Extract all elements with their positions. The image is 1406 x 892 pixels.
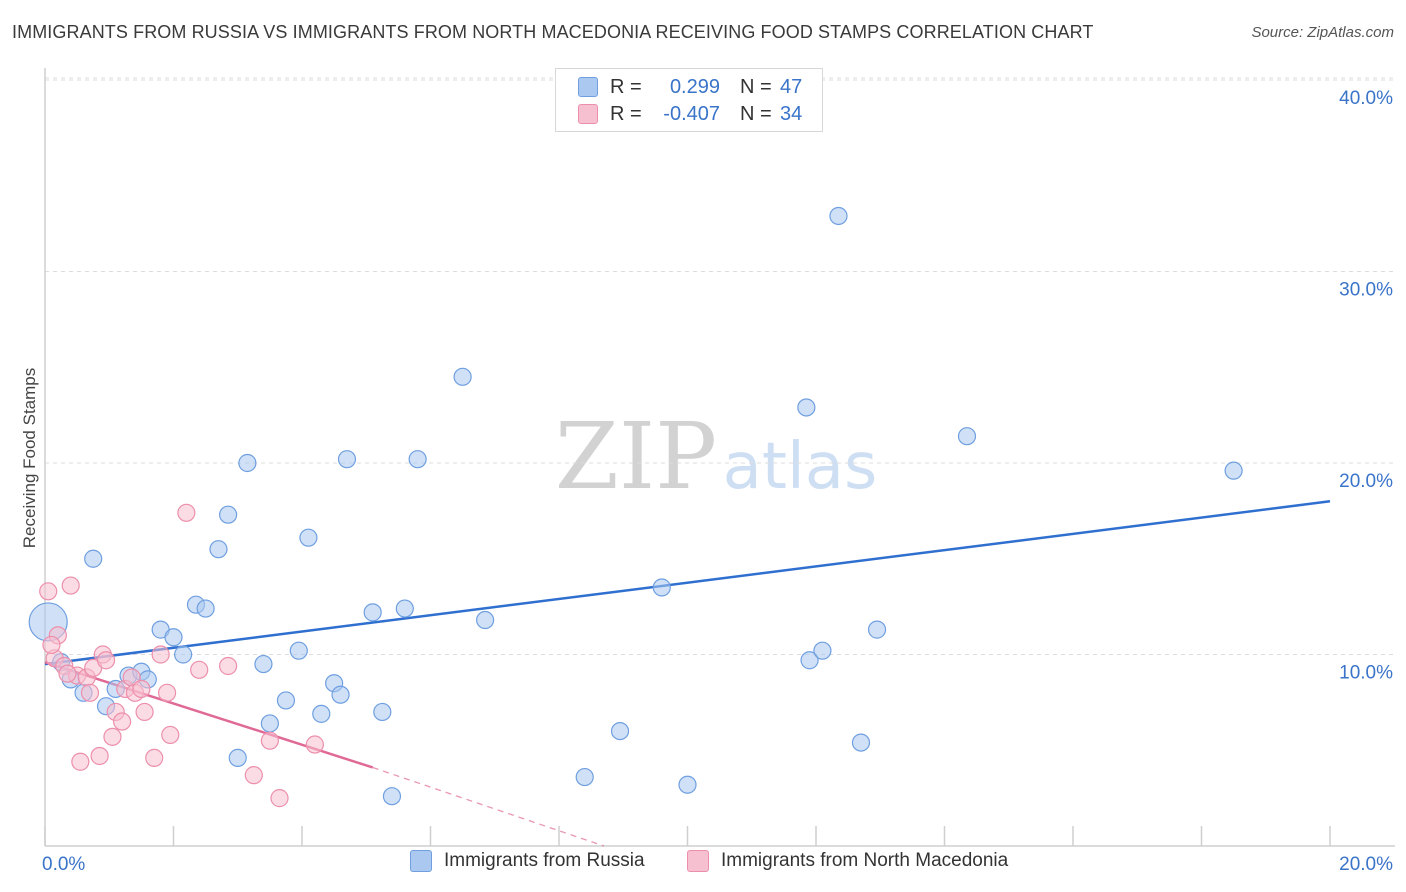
russia-point (174, 645, 193, 664)
russia-point (363, 603, 382, 622)
russia-point (575, 767, 594, 787)
north-macedonia-point (151, 645, 170, 664)
legend-row-russia: R = 0.299 N = 47 (578, 74, 802, 100)
north-macedonia-swatch (578, 104, 598, 124)
north-macedonia-point (145, 748, 164, 768)
russia-point (312, 704, 331, 723)
legend-item-north-macedonia[interactable]: Immigrants from North Macedonia (687, 850, 1008, 872)
russia-point (1224, 461, 1243, 480)
north-macedonia-point (71, 752, 90, 771)
north-macedonia-point (103, 727, 122, 746)
legend-label: Immigrants from North Macedonia (721, 850, 1009, 871)
north-macedonia-point (112, 712, 132, 731)
russia-point (337, 450, 357, 469)
russia-point (260, 714, 279, 733)
russia-point (219, 505, 238, 524)
russia-point (453, 367, 472, 386)
russia-point (299, 528, 318, 547)
x-tick-label: 20.0% (1339, 854, 1393, 875)
north-macedonia-point (96, 651, 116, 670)
r-label: R = (610, 75, 642, 98)
north-macedonia-point (244, 766, 263, 785)
north-macedonia-point (90, 746, 109, 766)
russia-point (254, 654, 273, 674)
north-macedonia-point (157, 683, 177, 702)
north-macedonia-point (177, 503, 196, 522)
russia-point (652, 578, 671, 597)
n-label: N = (740, 75, 772, 98)
legend-label: Immigrants from Russia (444, 850, 645, 871)
north-macedonia-point (219, 656, 238, 676)
n-value: 34 (780, 102, 803, 125)
north-macedonia-point (305, 735, 324, 754)
russia-point (373, 702, 392, 722)
north-macedonia-point (135, 702, 154, 722)
north-macedonia-point (132, 679, 151, 699)
russia-point (957, 427, 977, 446)
russia-swatch (578, 77, 598, 97)
x-tick-label: 0.0% (42, 854, 85, 875)
north-macedonia-point (260, 731, 279, 750)
y-tick-label: 30.0% (1339, 280, 1393, 301)
north-macedonia-point (61, 576, 80, 595)
y-tick-label: 40.0% (1339, 88, 1393, 109)
r-value: 0.299 (669, 75, 720, 98)
russia-point (867, 620, 887, 639)
legend-row-north-macedonia: R = -0.407 N = 34 (578, 101, 802, 127)
watermark-zip: ZIP (555, 403, 717, 510)
r-value: -0.407 (663, 102, 720, 125)
north-macedonia-point (39, 582, 58, 601)
y-tick-label: 10.0% (1339, 663, 1393, 684)
n-label: N = (740, 102, 772, 125)
north-macedonia-point (42, 635, 61, 655)
north-macedonia-point (270, 789, 289, 808)
russia-point (382, 787, 402, 806)
n-value: 47 (780, 75, 803, 98)
russia-trendline (44, 500, 1331, 666)
correlation-legend: R = 0.299 N = 47 R = -0.407 N = 34 (555, 68, 823, 132)
russia-point (164, 628, 183, 647)
r-label: R = (610, 102, 642, 125)
russia-point (813, 641, 832, 660)
russia-point (610, 721, 630, 741)
chart-title: IMMIGRANTS FROM RUSSIA VS IMMIGRANTS FRO… (12, 22, 1094, 42)
north-macedonia-point (58, 664, 77, 683)
watermark-atlas: atlas (723, 430, 878, 504)
russia-point (276, 691, 296, 710)
russia-point (238, 453, 257, 473)
north-macedonia-legend-swatch (687, 850, 709, 872)
y-tick-label: 20.0% (1339, 471, 1393, 492)
north-macedonia-trendline-extension (372, 766, 605, 847)
russia-point (829, 206, 848, 226)
russia-legend-swatch (410, 850, 432, 872)
russia-point (331, 685, 350, 704)
russia-point (851, 733, 871, 752)
legend-item-russia[interactable]: Immigrants from Russia (410, 850, 645, 872)
north-macedonia-point (161, 725, 180, 745)
north-macedonia-point (190, 660, 209, 679)
russia-point (209, 540, 228, 559)
russia-point (228, 748, 247, 768)
russia-point (678, 775, 697, 794)
russia-point (797, 398, 816, 417)
russia-point (800, 651, 819, 670)
russia-point (395, 599, 414, 618)
north-macedonia-point (80, 683, 100, 702)
series-legend: Immigrants from Russia Immigrants from N… (0, 850, 1406, 878)
russia-point (408, 450, 427, 469)
russia-point (84, 549, 103, 568)
russia-point (289, 641, 308, 660)
russia-point (476, 610, 495, 630)
russia-point (196, 599, 215, 618)
source-credit: Source: ZipAtlas.com (1251, 24, 1394, 41)
